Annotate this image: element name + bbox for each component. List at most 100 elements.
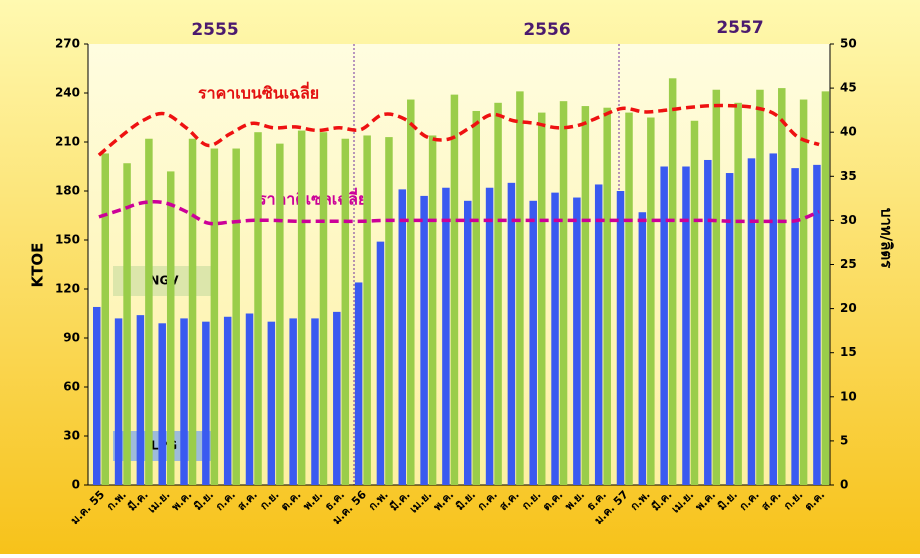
- period-label: 2557: [716, 18, 763, 38]
- bar: [93, 306, 101, 485]
- bar: [799, 99, 808, 486]
- bar: [267, 321, 276, 485]
- bar: [638, 212, 647, 485]
- legend-label: NGV: [149, 274, 179, 288]
- period-label: 2556: [523, 20, 570, 40]
- bar: [333, 311, 341, 485]
- bar: [297, 130, 306, 486]
- bar: [594, 184, 603, 485]
- y-tick-label: 60: [63, 380, 80, 394]
- bar: [821, 91, 830, 485]
- bar: [472, 110, 480, 485]
- bar: [573, 197, 581, 486]
- bar: [166, 171, 175, 485]
- line-label: ราคาดีเซลเฉลี่ย: [258, 188, 367, 209]
- line: [97, 103, 820, 157]
- y-tick-label: 120: [55, 282, 80, 296]
- bar: [188, 138, 197, 485]
- bar: [712, 89, 721, 485]
- bar: [494, 102, 502, 486]
- bar: [354, 282, 363, 485]
- bar: [101, 153, 109, 485]
- bar: [254, 132, 262, 485]
- bar: [376, 241, 385, 485]
- bar: [581, 106, 590, 486]
- bar: [114, 318, 123, 485]
- line: [98, 200, 820, 226]
- bar: [756, 89, 764, 485]
- bar: [428, 135, 437, 485]
- y-tick-label: 0: [72, 478, 80, 492]
- bar: [420, 195, 428, 485]
- bar: [747, 158, 756, 486]
- y2-tick-label: 50: [840, 37, 857, 51]
- bar: [529, 200, 537, 486]
- y2-tick-label: 0: [840, 478, 848, 492]
- y2-tick-label: 15: [840, 345, 857, 359]
- bar: [791, 168, 799, 485]
- bar: [769, 153, 778, 485]
- y2-axis-label: บาท/ลิตร: [878, 208, 896, 269]
- bar: [407, 99, 415, 486]
- bar: [551, 192, 559, 485]
- bar: [289, 318, 297, 485]
- bar: [485, 187, 494, 485]
- y2-tick-label: 25: [840, 257, 857, 271]
- bar: [813, 164, 821, 485]
- y-axis-label: KTOE: [29, 243, 47, 288]
- y-tick-label: 90: [63, 331, 80, 345]
- y2-tick-label: 45: [840, 81, 857, 95]
- bar: [507, 182, 516, 486]
- bar: [704, 159, 712, 485]
- period-label: 2555: [191, 20, 238, 40]
- y2-tick-label: 20: [840, 301, 857, 315]
- y2-tick-label: 40: [840, 125, 857, 139]
- bar: [385, 137, 393, 485]
- bar: [616, 191, 625, 485]
- y-tick-label: 150: [55, 233, 80, 247]
- bar: [647, 117, 655, 485]
- bar: [725, 173, 734, 486]
- bar: [341, 138, 350, 485]
- bar: [158, 323, 166, 485]
- bar: [559, 101, 568, 486]
- y-tick-label: 270: [55, 37, 80, 51]
- bar: [682, 166, 690, 485]
- y2-tick-label: 10: [840, 389, 857, 403]
- bar: [690, 120, 699, 486]
- bar: [180, 318, 188, 485]
- bar: [136, 315, 145, 485]
- y-tick-label: 30: [63, 429, 80, 443]
- y-tick-label: 210: [55, 135, 80, 149]
- bar: [145, 138, 153, 485]
- bar: [516, 91, 524, 485]
- bar: [232, 148, 240, 486]
- bar: [245, 313, 254, 485]
- bar: [363, 135, 371, 485]
- bar: [537, 112, 546, 485]
- bar: [464, 200, 472, 486]
- y2-tick-label: 35: [840, 169, 857, 183]
- bar: [319, 132, 328, 485]
- bar: [202, 321, 210, 485]
- bar: [625, 112, 633, 485]
- bar: [734, 102, 742, 486]
- bar: [603, 107, 611, 485]
- bar: [442, 187, 450, 485]
- bar: [311, 318, 319, 485]
- bar: [123, 163, 131, 485]
- line-label: ราคาเบนซินเฉลี่ย: [198, 82, 319, 103]
- bar: [450, 94, 459, 485]
- y2-tick-label: 30: [840, 213, 857, 227]
- bar: [398, 189, 407, 485]
- bar: [210, 148, 219, 486]
- y-tick-label: 180: [55, 184, 80, 198]
- bar: [668, 78, 677, 486]
- bar: [276, 143, 284, 485]
- bar: [660, 166, 668, 485]
- bar: [778, 88, 786, 485]
- y-tick-label: 240: [55, 86, 80, 100]
- bar: [223, 316, 232, 485]
- y2-tick-label: 5: [840, 433, 848, 447]
